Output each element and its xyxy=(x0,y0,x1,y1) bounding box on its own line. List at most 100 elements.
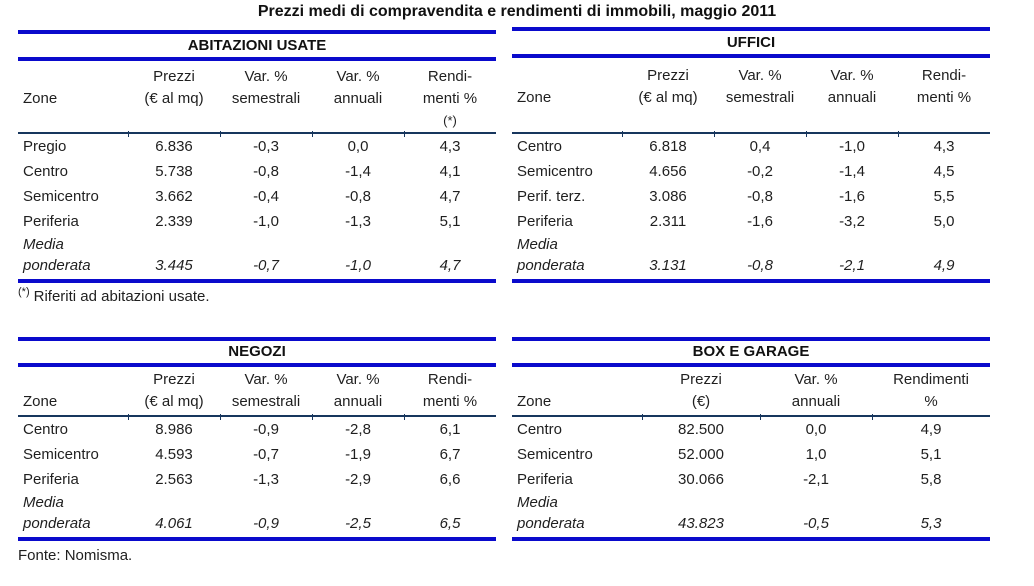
value-cell: 5,5 xyxy=(933,188,955,205)
table-bottom-rule xyxy=(512,279,990,283)
header-col-zone: Zone xyxy=(517,393,552,410)
table-top-rule xyxy=(512,27,990,31)
column-tick xyxy=(622,131,623,137)
header-col-var-annuali: Var. % annuali xyxy=(333,371,383,410)
value-cell: 4,1 xyxy=(439,163,461,180)
page-title: Prezzi medi di compravendita e rendiment… xyxy=(257,3,777,20)
table-row: Periferia 30.066 -2,1 5,8 xyxy=(512,467,990,492)
header-col-zone: Zone xyxy=(517,89,552,106)
table-row: Centro 8.986 -0,9 -2,8 6,1 xyxy=(18,417,496,442)
value-cell: 4,7 xyxy=(439,188,461,205)
media-ponderata-row: ponderata 3.445 -0,7 -1,0 4,7 xyxy=(18,255,496,279)
value-cell: 3.086 xyxy=(649,188,687,205)
footnote-text: Riferiti ad abitazioni usate. xyxy=(33,288,210,305)
value-cell: 4,3 xyxy=(439,138,461,155)
column-tick xyxy=(220,131,221,137)
value-cell: 0,0 xyxy=(805,421,827,438)
value-cell: 43.823 xyxy=(678,515,724,532)
zone-cell: Media xyxy=(23,494,64,511)
header-rule xyxy=(512,414,990,420)
table-row: Centro 82.500 0,0 4,9 xyxy=(512,417,990,442)
value-cell: 6,7 xyxy=(439,446,461,463)
value-cell: 5,8 xyxy=(920,471,942,488)
value-cell: 0,4 xyxy=(749,138,771,155)
value-cell: 6.836 xyxy=(155,138,193,155)
value-cell: 4,5 xyxy=(933,163,955,180)
value-cell: -1,4 xyxy=(345,163,371,180)
value-cell: 5.738 xyxy=(155,163,193,180)
value-cell: -1,3 xyxy=(345,213,371,230)
zone-cell: Pregio xyxy=(23,138,67,155)
value-cell: -1,3 xyxy=(253,471,279,488)
zone-cell: Perif. terz. xyxy=(517,188,586,205)
table-bottom-rule xyxy=(18,279,496,283)
table-title: UFFICI xyxy=(726,34,776,51)
footnote-marker: (*) xyxy=(18,286,30,298)
media-ponderata-row: ponderata 43.823 -0,5 5,3 xyxy=(512,513,990,537)
value-cell: -0,7 xyxy=(253,446,279,463)
media-ponderata-row: Media xyxy=(18,492,496,513)
table-negozi: NEGOZI Zone Prezzi (€ al mq) Var. % seme… xyxy=(18,337,496,541)
table-header: Zone Prezzi (€ al mq) Var. % semestrali … xyxy=(512,58,990,132)
table-abitazioni-usate: ABITAZIONI USATE Zone Prezzi (€ al mq) V… xyxy=(18,30,496,283)
value-cell: -2,5 xyxy=(345,515,371,532)
column-tick xyxy=(220,414,221,420)
value-cell: -0,2 xyxy=(747,163,773,180)
value-cell: 4,3 xyxy=(933,138,955,155)
header-col-zone: Zone xyxy=(23,90,58,107)
zone-cell: Periferia xyxy=(517,471,573,488)
table-row: Pregio 6.836 -0,3 0,0 4,3 xyxy=(18,134,496,159)
table-header: Zone Prezzi (€) Var. % annuali Rendiment… xyxy=(512,367,990,415)
table-top-rule xyxy=(18,30,496,34)
table-box-e-garage: BOX E GARAGE Zone Prezzi (€) Var. % annu… xyxy=(512,337,990,541)
value-cell: -2,9 xyxy=(345,471,371,488)
zone-cell: Media xyxy=(23,236,64,253)
table-row: Centro 5.738 -0,8 -1,4 4,1 xyxy=(18,159,496,184)
header-rule xyxy=(18,414,496,420)
value-cell: 5,1 xyxy=(920,446,942,463)
table-bottom-rule xyxy=(512,537,990,541)
column-tick xyxy=(760,414,761,420)
value-cell: -1,0 xyxy=(839,138,865,155)
zone-cell: Semicentro xyxy=(23,188,99,205)
value-cell: 82.500 xyxy=(678,421,724,438)
zone-cell: Centro xyxy=(23,421,69,438)
zone-cell: Semicentro xyxy=(517,446,593,463)
value-cell: -2,1 xyxy=(803,471,829,488)
header-col-var-annuali: Var. % annuali xyxy=(333,68,383,107)
value-cell: 4,9 xyxy=(933,257,955,274)
source-note: Fonte: Nomisma. xyxy=(18,547,133,564)
table-row: Periferia 2.311 -1,6 -3,2 5,0 xyxy=(512,209,990,234)
value-cell: -2,8 xyxy=(345,421,371,438)
header-col-prezzi: Prezzi (€ al mq) xyxy=(144,371,204,410)
zone-cell: Periferia xyxy=(23,213,79,230)
zone-cell: Semicentro xyxy=(517,163,593,180)
column-tick xyxy=(404,414,405,420)
header-rule xyxy=(512,131,990,137)
zone-cell: Periferia xyxy=(23,471,79,488)
table-row: Centro 6.818 0,4 -1,0 4,3 xyxy=(512,134,990,159)
zone-cell: Centro xyxy=(517,138,563,155)
zone-cell: Periferia xyxy=(517,213,573,230)
column-tick xyxy=(642,414,643,420)
value-cell: -0,3 xyxy=(253,138,279,155)
media-ponderata-row: Media xyxy=(512,492,990,513)
value-cell: 4.061 xyxy=(155,515,193,532)
table-top-rule xyxy=(18,337,496,341)
zone-cell: ponderata xyxy=(23,515,91,532)
value-cell: -0,5 xyxy=(803,515,829,532)
zone-cell: Media xyxy=(517,494,558,511)
table-title-rule xyxy=(18,57,496,61)
table-row: Periferia 2.563 -1,3 -2,9 6,6 xyxy=(18,467,496,492)
table-title-rule xyxy=(18,363,496,367)
zone-cell: Media xyxy=(517,236,558,253)
value-cell: 2.563 xyxy=(155,471,193,488)
column-tick xyxy=(872,414,873,420)
zone-cell: ponderata xyxy=(517,257,585,274)
table-row: Semicentro 4.656 -0,2 -1,4 4,5 xyxy=(512,159,990,184)
value-cell: -0,9 xyxy=(253,515,279,532)
value-cell: -2,1 xyxy=(839,257,865,274)
value-cell: -1,0 xyxy=(253,213,279,230)
value-cell: -1,9 xyxy=(345,446,371,463)
zone-cell: Centro xyxy=(517,421,563,438)
